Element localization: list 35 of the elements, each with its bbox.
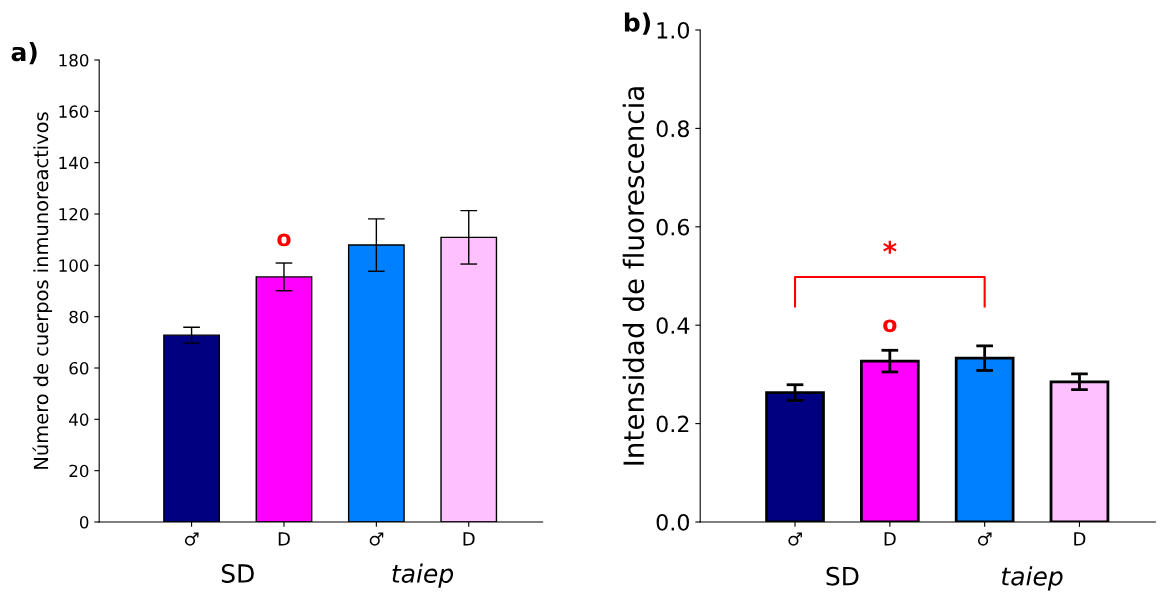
x-tick-label: D (463, 532, 475, 546)
x-tick-label: D (278, 532, 290, 546)
y-tick-label: 180 (59, 53, 89, 67)
text: taiep (392, 563, 454, 588)
x-tick-label: ♂ (977, 532, 992, 546)
y-tick-label: 80 (69, 310, 89, 324)
y-tick-label: 0 (79, 515, 89, 529)
y-tick-label: 40 (69, 413, 89, 426)
y-tick-label: 0.4 (656, 317, 690, 334)
y-tick-label: 0.8 (656, 120, 689, 138)
annotation: o (277, 233, 291, 247)
y-tick-label: 140 (59, 156, 89, 170)
x-tick-label: ♂ (788, 532, 802, 546)
y-tick-label: 120 (59, 207, 89, 221)
y-tick-label: 0.6 (656, 218, 690, 236)
annotation: * (883, 240, 897, 254)
x-tick-label: ♂ (184, 532, 199, 546)
text: SD (221, 564, 254, 583)
y-tick-label: 160 (59, 105, 89, 118)
y-tick-label: 1.0 (657, 21, 689, 39)
x-tick-label: D (1074, 532, 1086, 546)
y-tick-label: 0.0 (656, 513, 689, 531)
x-tick-label: ♂ (369, 532, 384, 546)
y-tick-label: 60 (69, 361, 89, 375)
chart-title: a) (11, 41, 37, 65)
y-tick-label: 0.2 (656, 415, 689, 433)
y-axis-title: Intensidad de fluorescencia (622, 87, 645, 465)
chart-title: b) (624, 12, 650, 35)
text: taiep (1002, 566, 1063, 591)
y-tick-label: 20 (69, 464, 89, 478)
y-axis-title: Número de cuerpos inmunoreactivos (32, 112, 53, 469)
y-tick-label: 100 (59, 259, 89, 272)
x-tick-label: D (884, 532, 896, 546)
text: SD (826, 566, 859, 586)
annotation: o (883, 319, 897, 333)
